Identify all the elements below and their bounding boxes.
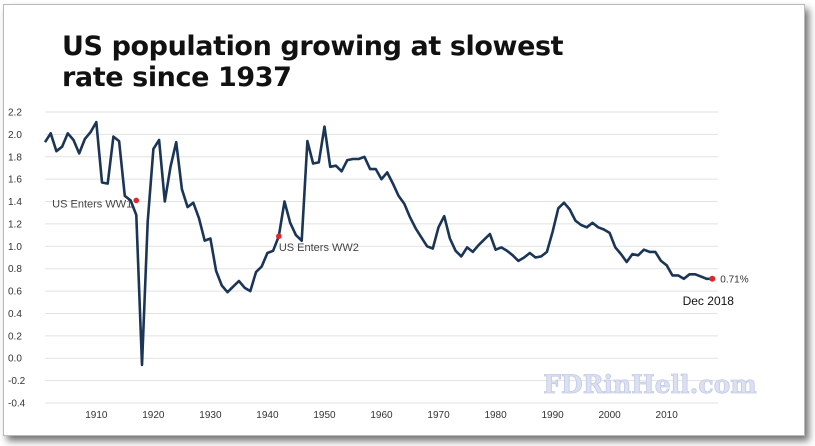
x-tick-label: 1990 bbox=[541, 410, 564, 421]
x-tick-label: 1930 bbox=[199, 410, 222, 421]
series-line bbox=[43, 120, 713, 367]
y-tick-label: 0.4 bbox=[8, 309, 22, 320]
y-tick-label: 1.4 bbox=[8, 197, 22, 208]
latest-value-label: 0.71% bbox=[720, 274, 748, 285]
y-tick-label: -0.2 bbox=[8, 376, 26, 387]
y-tick-label: 0.0 bbox=[8, 354, 22, 365]
y-tick-label: 1.0 bbox=[8, 242, 22, 253]
ww2-label: US Enters WW2 bbox=[279, 242, 359, 254]
ww2-marker bbox=[276, 233, 282, 240]
y-tick-label: 1.2 bbox=[8, 219, 22, 230]
y-tick-label: 1.6 bbox=[8, 175, 22, 186]
x-tick-label: 1920 bbox=[142, 410, 165, 421]
ww1-marker bbox=[133, 197, 140, 204]
x-tick-label: 1940 bbox=[256, 410, 279, 421]
y-tick-label: 0.2 bbox=[8, 331, 22, 342]
x-tick-label: 1960 bbox=[370, 410, 393, 421]
latest-marker bbox=[709, 275, 716, 282]
y-tick-label: 1.8 bbox=[8, 152, 22, 163]
latest-date-label: Dec 2018 bbox=[683, 294, 735, 308]
x-tick-label: 1970 bbox=[427, 410, 450, 421]
x-tick-label: 1950 bbox=[313, 410, 336, 421]
title-line-2: rate since 1937 bbox=[62, 62, 292, 93]
y-tick-label: -0.4 bbox=[8, 399, 26, 410]
x-tick-label: 2000 bbox=[599, 410, 622, 421]
ww1-label: US Enters WW1 bbox=[52, 198, 132, 210]
title-line-1: US population growing at slowest bbox=[62, 31, 564, 62]
y-tick-label: 0.6 bbox=[8, 287, 22, 298]
chart-title: US population growing at slowest rate si… bbox=[62, 31, 564, 93]
x-tick-label: 2010 bbox=[656, 410, 679, 421]
y-tick-label: 0.8 bbox=[8, 264, 22, 275]
y-tick-label: 2.0 bbox=[8, 130, 22, 141]
y-tick-label: 2.2 bbox=[8, 108, 22, 119]
x-tick-label: 1980 bbox=[484, 410, 507, 421]
watermark: FDRinHell.com bbox=[543, 370, 756, 399]
x-tick-label: 1910 bbox=[85, 410, 108, 421]
